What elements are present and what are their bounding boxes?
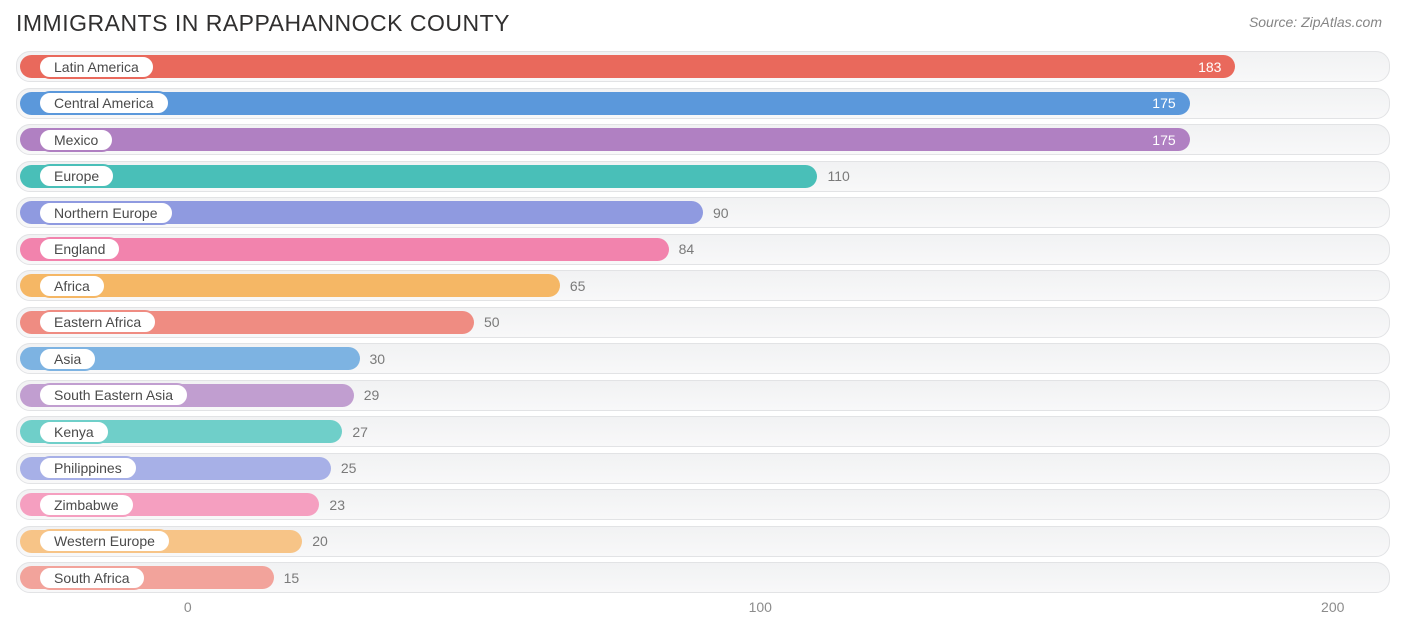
bar-label-pill: South Eastern Asia bbox=[38, 383, 189, 407]
chart-header: IMMIGRANTS IN RAPPAHANNOCK COUNTY Source… bbox=[16, 10, 1390, 37]
bar-label-pill: Europe bbox=[38, 164, 115, 188]
bar-row: Asia 30 bbox=[16, 343, 1390, 374]
bar-label-pill: England bbox=[38, 237, 121, 261]
bar-label-pill: Northern Europe bbox=[38, 201, 174, 225]
bar-row: Western Europe 20 bbox=[16, 526, 1390, 557]
bar-label-pill: Central America bbox=[38, 91, 170, 115]
bar-fill bbox=[20, 165, 817, 188]
bar-label-pill: Mexico bbox=[38, 128, 114, 152]
bar-value: 30 bbox=[370, 351, 386, 367]
axis-tick: 0 bbox=[184, 599, 192, 615]
bar-label-pill: Latin America bbox=[38, 55, 155, 79]
bar-value: 183 bbox=[1198, 59, 1221, 75]
bar-fill bbox=[20, 92, 1190, 115]
bar-row: Mexico 175 bbox=[16, 124, 1390, 155]
bar-value: 20 bbox=[312, 533, 328, 549]
bar-row: Northern Europe 90 bbox=[16, 197, 1390, 228]
bar-row: Philippines 25 bbox=[16, 453, 1390, 484]
bar-value: 23 bbox=[329, 497, 345, 513]
bar-fill bbox=[20, 128, 1190, 151]
bar-value: 27 bbox=[352, 424, 368, 440]
axis-tick: 200 bbox=[1321, 599, 1344, 615]
bar-label-pill: Africa bbox=[38, 274, 106, 298]
bar-row: South Eastern Asia 29 bbox=[16, 380, 1390, 411]
x-axis: 0 100 200 bbox=[16, 599, 1390, 625]
bar-row: Latin America 183 bbox=[16, 51, 1390, 82]
bar-value: 50 bbox=[484, 314, 500, 330]
bar-row: Kenya 27 bbox=[16, 416, 1390, 447]
bar-label-pill: Zimbabwe bbox=[38, 493, 135, 517]
bar-value: 84 bbox=[679, 241, 695, 257]
bar-row: Africa 65 bbox=[16, 270, 1390, 301]
bar-label-pill: Eastern Africa bbox=[38, 310, 157, 334]
bar-value: 175 bbox=[1152, 132, 1175, 148]
bar-value: 90 bbox=[713, 205, 729, 221]
chart-bars: Latin America183Central America175Mexico… bbox=[16, 51, 1390, 593]
chart: Latin America183Central America175Mexico… bbox=[16, 51, 1390, 625]
bar-value: 65 bbox=[570, 278, 586, 294]
bar-value: 25 bbox=[341, 460, 357, 476]
bar-value: 15 bbox=[284, 570, 300, 586]
bar-label-pill: Western Europe bbox=[38, 529, 171, 553]
bar-row: Eastern Africa 50 bbox=[16, 307, 1390, 338]
bar-label-pill: Asia bbox=[38, 347, 97, 371]
chart-source: Source: ZipAtlas.com bbox=[1249, 10, 1390, 30]
bar-label-pill: South Africa bbox=[38, 566, 146, 590]
bar-value: 29 bbox=[364, 387, 380, 403]
bar-value: 175 bbox=[1152, 95, 1175, 111]
axis-tick: 100 bbox=[749, 599, 772, 615]
bar-row: South Africa 15 bbox=[16, 562, 1390, 593]
bar-label-pill: Philippines bbox=[38, 456, 138, 480]
bar-row: Europe 110 bbox=[16, 161, 1390, 192]
bar-row: Central America 175 bbox=[16, 88, 1390, 119]
bar-row: Zimbabwe 23 bbox=[16, 489, 1390, 520]
bar-row: England 84 bbox=[16, 234, 1390, 265]
bar-label-pill: Kenya bbox=[38, 420, 110, 444]
bar-fill bbox=[20, 55, 1235, 78]
bar-value: 110 bbox=[827, 168, 849, 184]
chart-title: IMMIGRANTS IN RAPPAHANNOCK COUNTY bbox=[16, 10, 510, 37]
